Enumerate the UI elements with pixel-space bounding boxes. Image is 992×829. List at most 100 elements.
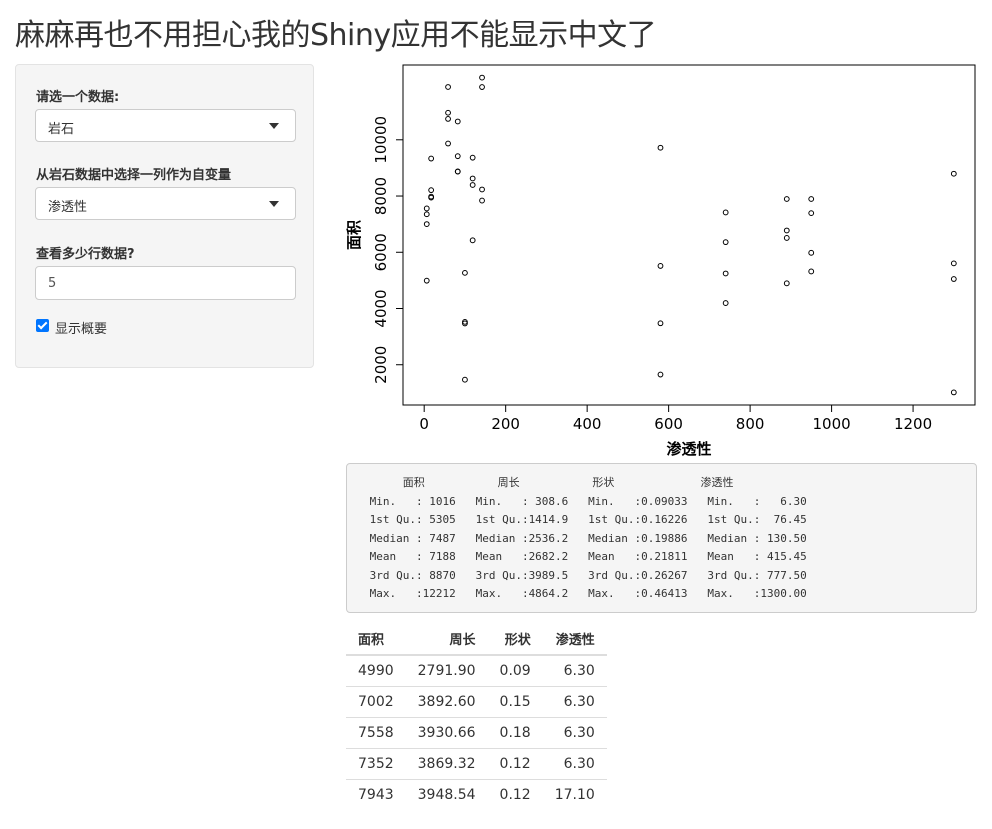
data-point — [445, 140, 451, 147]
data-point — [428, 155, 435, 162]
scatter-plot: 0 200 400 600 800 1000 1200 2000 4000 6000 8000 100… — [345, 64, 976, 458]
y-tick-label: 4000 — [372, 289, 390, 327]
page-title: 麻麻再也不用担心我的Shiny应用不能显示中文了 — [15, 18, 657, 53]
variable-select-value: 渗透性 — [48, 200, 88, 215]
table-cell: 7943 — [358, 787, 394, 803]
data-point — [469, 175, 476, 182]
x-tick-label: 200 — [491, 415, 520, 433]
data-point — [445, 115, 451, 122]
data-point — [479, 74, 485, 81]
data-point — [479, 186, 485, 193]
data-point — [950, 389, 957, 396]
data-point — [657, 263, 664, 269]
table-cell: 3930.66 — [405, 717, 488, 749]
data-point — [808, 249, 815, 256]
show-summary-label: 显示概要 — [55, 322, 108, 337]
data-point — [469, 237, 476, 244]
rows-input-value: 5 — [48, 276, 57, 291]
data-point — [950, 260, 957, 267]
x-tick-label: 0 — [419, 415, 429, 433]
data-table: 面积 周长 形状 渗透性 4990 2791.90 0.09 6.30 7002 3892.60… — [346, 623, 607, 810]
data-point — [808, 196, 815, 202]
data-point — [462, 376, 468, 383]
data-point — [423, 205, 430, 212]
table-cell: 6.30 — [542, 748, 607, 780]
table-cell: 7352 — [346, 748, 406, 780]
dataset-select-value: 岩石 — [48, 122, 75, 137]
data-point — [479, 84, 485, 90]
x-tick-label: 600 — [654, 415, 683, 433]
sidebar-panel: 请选一个数据: 岩石 从岩石数据中选择一列作为自变量 渗透性 查看多少行数据? … — [15, 64, 314, 368]
x-tick-label: 1200 — [894, 415, 932, 433]
data-point — [722, 300, 729, 306]
table-cell: 6.30 — [542, 655, 607, 687]
data-point — [423, 211, 430, 218]
data-point — [657, 320, 664, 327]
variable-select-label: 从岩石数据中选择一列作为自变量 — [36, 168, 232, 183]
data-point — [657, 371, 664, 378]
y-tick-label: 10000 — [372, 116, 390, 164]
show-summary-checkbox[interactable] — [36, 319, 49, 332]
y-axis-title: 面积 — [345, 220, 363, 250]
data-point — [950, 170, 957, 177]
data-point — [950, 276, 957, 282]
summary-output: 面积 周长 形状 渗透性 Min. : 1016 Min. : 308.6 Mi… — [346, 463, 977, 613]
data-point — [783, 235, 790, 241]
data-point — [808, 268, 815, 275]
table-cell: 3948.54 — [417, 787, 476, 803]
table-header-row: 面积 周长 形状 渗透性 — [346, 623, 607, 656]
x-tick-label: 1000 — [812, 415, 850, 433]
rows-input-label: 查看多少行数据? — [36, 247, 135, 262]
table-cell: 4990 — [346, 655, 406, 687]
table-cell: 7558 — [346, 717, 406, 749]
dataset-select[interactable]: 岩石 — [35, 109, 296, 142]
data-point — [462, 318, 468, 325]
table-row: 4990 2791.90 0.09 6.30 — [346, 655, 607, 687]
data-point — [479, 197, 485, 204]
column-header: 渗透性 — [542, 623, 607, 656]
table-cell: 0.09 — [487, 655, 543, 687]
data-point — [469, 182, 476, 188]
data-point — [445, 109, 451, 116]
data-point — [423, 277, 430, 284]
plot-frame — [402, 64, 976, 406]
y-tick-label: 2000 — [372, 346, 390, 384]
table-cell: 2791.90 — [405, 655, 488, 687]
data-point — [445, 84, 451, 90]
data-point — [783, 196, 790, 202]
data-point — [722, 239, 729, 246]
data-point — [454, 168, 461, 175]
data-point — [428, 193, 435, 200]
summary-text: 面积 周长 形状 渗透性 Min. : 1016 Min. : 308.6 Mi… — [369, 476, 807, 600]
table-row: 7558 3930.66 0.18 6.30 — [346, 717, 607, 749]
x-tick-label: 400 — [573, 415, 602, 433]
table-row: 7352 3869.32 0.12 6.30 — [346, 748, 607, 780]
rows-number-input[interactable]: 5 — [35, 266, 296, 300]
x-axis-title: 渗透性 — [666, 440, 711, 458]
table-cell: 0.15 — [487, 686, 543, 718]
data-point — [783, 227, 790, 234]
column-header: 周长 — [405, 623, 488, 656]
data-point — [808, 210, 815, 217]
y-tick-label: 8000 — [372, 177, 390, 215]
data-point — [722, 270, 729, 277]
table-cell: 0.12 — [487, 748, 543, 780]
column-header: 面积 — [346, 623, 406, 656]
data-point — [462, 269, 468, 276]
table-cell: 0.18 — [487, 717, 543, 749]
data-point — [657, 144, 664, 151]
data-point — [469, 154, 476, 161]
data-point — [423, 221, 430, 227]
table-cell: 0.12 — [499, 787, 531, 803]
table-body: 4990 2791.90 0.09 6.30 7002 3892.60 0.15 6.30 75… — [346, 655, 607, 810]
dataset-select-label: 请选一个数据: — [36, 90, 120, 105]
table-cell: 17.10 — [554, 787, 595, 803]
chevron-down-icon — [269, 123, 279, 129]
data-point — [454, 118, 461, 125]
table-cell: 6.30 — [542, 717, 607, 749]
table-cell: 7002 — [346, 686, 406, 718]
data-point — [454, 153, 461, 160]
variable-select[interactable]: 渗透性 — [35, 187, 296, 220]
table-cell: 3869.32 — [405, 748, 488, 780]
table-cell: 6.30 — [542, 686, 607, 718]
